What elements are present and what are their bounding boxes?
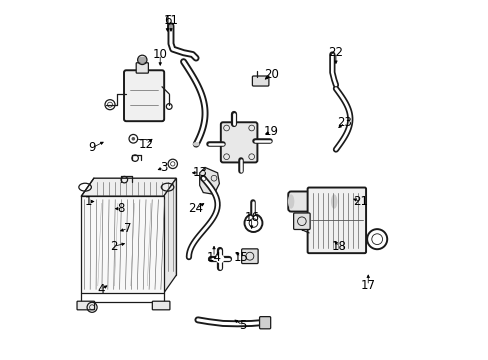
Text: 17: 17 [360,279,375,292]
Text: 11: 11 [163,14,178,27]
Text: 5: 5 [239,319,246,332]
FancyBboxPatch shape [152,301,169,310]
Text: 1: 1 [84,195,92,208]
FancyBboxPatch shape [259,317,270,329]
FancyBboxPatch shape [293,213,309,229]
Text: 16: 16 [244,211,259,224]
Polygon shape [81,196,163,293]
Text: 22: 22 [328,46,343,59]
Polygon shape [163,178,176,293]
Text: 18: 18 [331,240,346,253]
Text: 12: 12 [138,138,153,150]
Text: 10: 10 [152,48,167,61]
FancyBboxPatch shape [307,188,366,253]
Polygon shape [81,178,176,196]
FancyBboxPatch shape [77,301,94,310]
Text: 23: 23 [337,116,352,129]
FancyBboxPatch shape [252,76,268,86]
Text: 4: 4 [97,283,104,296]
Text: 6: 6 [163,14,171,27]
FancyBboxPatch shape [241,249,258,264]
FancyBboxPatch shape [136,63,148,73]
Ellipse shape [193,142,199,146]
Text: 20: 20 [264,68,278,81]
Ellipse shape [330,194,337,209]
Polygon shape [94,178,176,275]
Text: 13: 13 [192,166,207,179]
Ellipse shape [287,194,294,209]
Text: 8: 8 [117,202,124,215]
Text: 2: 2 [110,240,117,253]
FancyBboxPatch shape [124,70,164,121]
Text: 3: 3 [160,161,167,174]
Text: 21: 21 [353,195,368,208]
Text: 14: 14 [206,251,221,264]
Text: 7: 7 [124,222,131,235]
Polygon shape [199,167,219,194]
Circle shape [215,255,224,263]
Circle shape [131,137,135,140]
FancyBboxPatch shape [221,122,257,162]
FancyBboxPatch shape [287,192,336,212]
Text: 19: 19 [264,125,278,138]
Ellipse shape [137,57,147,63]
Text: 24: 24 [188,202,203,215]
Text: 15: 15 [233,251,248,264]
Text: 9: 9 [88,141,96,154]
